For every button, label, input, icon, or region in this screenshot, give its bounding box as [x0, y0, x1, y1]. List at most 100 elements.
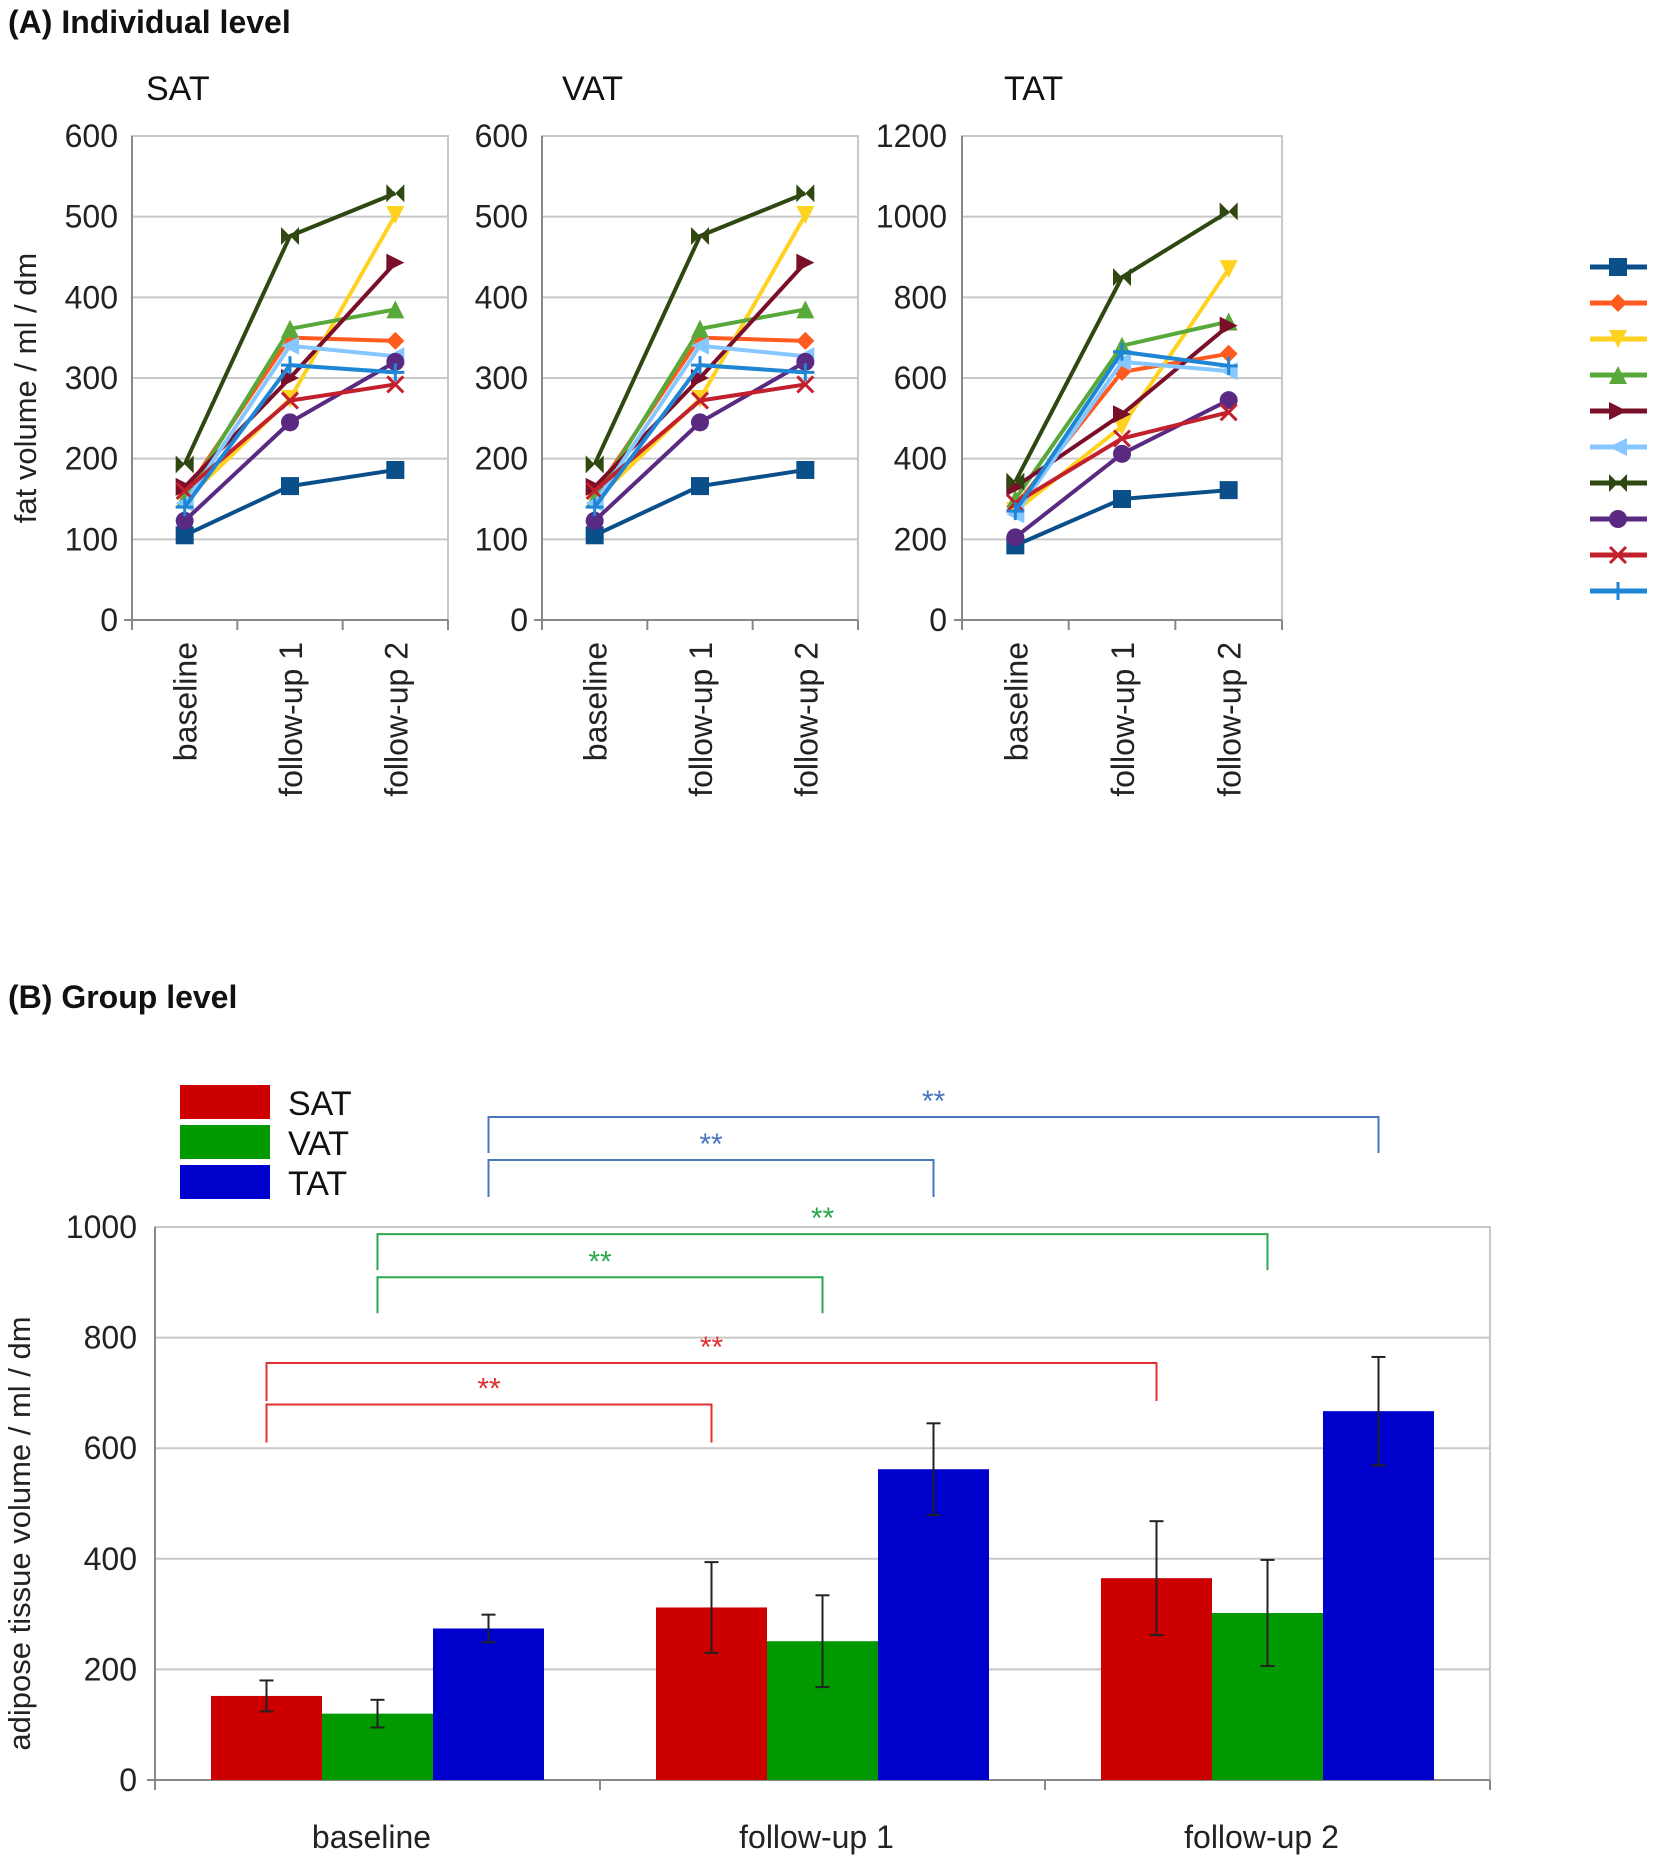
significance-bracket-sat: **: [265, 1331, 1158, 1402]
y-tick-label: 100: [65, 521, 118, 557]
data-point: [281, 356, 299, 375]
y-axis-title: fat volume / ml / dm: [8, 253, 43, 523]
data-point: [691, 319, 709, 338]
legend-entry-subject-4: [1590, 366, 1647, 384]
y-axis-title: adipose tissue volume / ml / dm: [2, 1316, 37, 1750]
legend-entry-subject-1: [1590, 258, 1647, 276]
data-point: [280, 391, 300, 410]
y-tick-label: 200: [84, 1651, 137, 1687]
legend-label: SAT: [288, 1085, 352, 1123]
x-category-label: baseline: [168, 642, 204, 761]
significance-label: **: [922, 1085, 946, 1118]
legend-swatch: [180, 1125, 270, 1159]
data-point: [281, 336, 299, 355]
x-category-label: baseline: [578, 642, 614, 761]
data-point: [585, 481, 604, 500]
x-category-label: baseline: [998, 642, 1034, 761]
x-category-label: follow-up 2: [788, 642, 824, 797]
data-point: [1219, 356, 1238, 375]
data-point: [175, 498, 194, 517]
vat-line-chart: VAT 0 100 200 300 400 500 600 baseline follow-up …: [475, 70, 859, 797]
data-point: [796, 460, 815, 479]
series-subject-3: [1006, 260, 1238, 521]
error-bar: [259, 1679, 274, 1713]
x-category-label: follow-up 1: [739, 1819, 894, 1855]
legend-entry-subject-5: [1590, 402, 1647, 420]
panel-title-vat: VAT: [562, 70, 623, 108]
data-point: [281, 227, 299, 246]
data-point: [796, 331, 815, 350]
data-point: [796, 300, 815, 319]
x-category-label: follow-up 2: [1212, 642, 1248, 797]
legend-swatch: [180, 1085, 270, 1119]
significance-label: **: [811, 1202, 835, 1235]
legend-marker: [1609, 402, 1627, 420]
legend-entry-subject-7: [1590, 474, 1647, 492]
heading-individual-level: (A) Individual level: [8, 4, 291, 40]
data-point: [1219, 403, 1238, 422]
data-point: [691, 227, 709, 246]
y-tick-label: 1200: [876, 118, 947, 154]
data-point: [1112, 429, 1132, 448]
significance-bracket-vat: **: [376, 1202, 1269, 1271]
error-bar: [1371, 1355, 1386, 1467]
sat-line-chart: SAT 0 100 200 300 400 500 600 baseline follow-up …: [8, 70, 449, 797]
error-bar: [370, 1698, 385, 1729]
data-point: [281, 477, 299, 496]
y-tick-label: 600: [894, 360, 947, 396]
series-line: [183, 360, 397, 523]
legend-entry-subject-6: [1590, 438, 1647, 456]
data-point: [1113, 490, 1131, 508]
data-point: [796, 253, 815, 272]
legend-marker: [1609, 330, 1627, 348]
series-subject-10: [175, 356, 405, 517]
data-point: [690, 391, 710, 410]
panel-title-sat: SAT: [146, 70, 210, 108]
series-subject-1: [585, 460, 815, 545]
data-point: [175, 481, 194, 500]
significance-label: **: [700, 1331, 724, 1364]
data-point: [585, 511, 604, 530]
legend-marker: [1609, 294, 1627, 312]
data-point: [386, 460, 405, 479]
y-tick-label: 1000: [66, 1209, 137, 1245]
y-tick-label: 200: [65, 441, 118, 477]
series-subject-8: [175, 352, 405, 530]
legend-marker: [1608, 545, 1628, 565]
y-tick-label: 300: [475, 360, 528, 396]
y-tick-label: 500: [65, 199, 118, 235]
legend-entry-subject-8: [1590, 510, 1647, 528]
subject-marker-legend: [1590, 258, 1647, 600]
data-point: [386, 253, 405, 272]
legend-entry-sat: SAT: [180, 1085, 352, 1123]
data-point: [386, 184, 405, 203]
data-point: [691, 356, 709, 375]
data-point: [1219, 202, 1238, 221]
series-subject-7: [585, 184, 815, 474]
data-point: [1113, 405, 1131, 424]
x-category-label: follow-up 1: [683, 642, 719, 797]
y-tick-label: 400: [65, 279, 118, 315]
series-subject-7: [1006, 202, 1238, 491]
legend-entry-subject-10: [1590, 582, 1647, 600]
y-tick-label: 0: [100, 602, 118, 638]
data-point: [1006, 472, 1025, 491]
y-tick-label: 100: [475, 521, 528, 557]
error-bar: [815, 1594, 830, 1689]
data-point: [585, 498, 604, 517]
significance-bracket-vat: **: [376, 1245, 824, 1314]
data-point: [1219, 344, 1238, 363]
panel-title-tat: TAT: [1004, 70, 1063, 108]
x-category-label: follow-up 1: [1105, 642, 1141, 797]
y-tick-label: 800: [894, 279, 947, 315]
significance-bracket-sat: **: [265, 1372, 713, 1443]
data-point: [796, 206, 815, 225]
data-point: [1113, 417, 1131, 436]
data-point: [691, 477, 709, 496]
legend-marker: [1609, 258, 1627, 276]
data-point: [585, 455, 604, 474]
y-tick-label: 600: [65, 118, 118, 154]
data-point: [1219, 316, 1238, 335]
data-point: [691, 413, 709, 432]
